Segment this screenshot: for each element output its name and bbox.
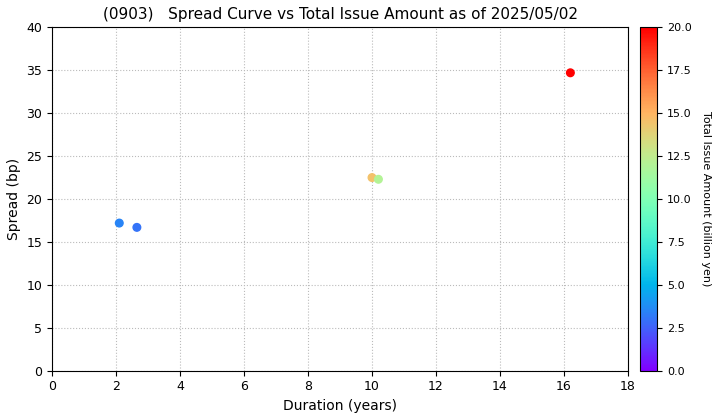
- Point: [373, 176, 384, 183]
- Point: [131, 224, 143, 231]
- Y-axis label: Spread (bp): Spread (bp): [7, 158, 21, 240]
- Y-axis label: Total Issue Amount (billion yen): Total Issue Amount (billion yen): [701, 111, 711, 287]
- Point: [564, 69, 576, 76]
- Title: (0903)   Spread Curve vs Total Issue Amount as of 2025/05/02: (0903) Spread Curve vs Total Issue Amoun…: [102, 7, 577, 22]
- Point: [114, 220, 125, 226]
- Point: [366, 174, 378, 181]
- X-axis label: Duration (years): Duration (years): [283, 399, 397, 413]
